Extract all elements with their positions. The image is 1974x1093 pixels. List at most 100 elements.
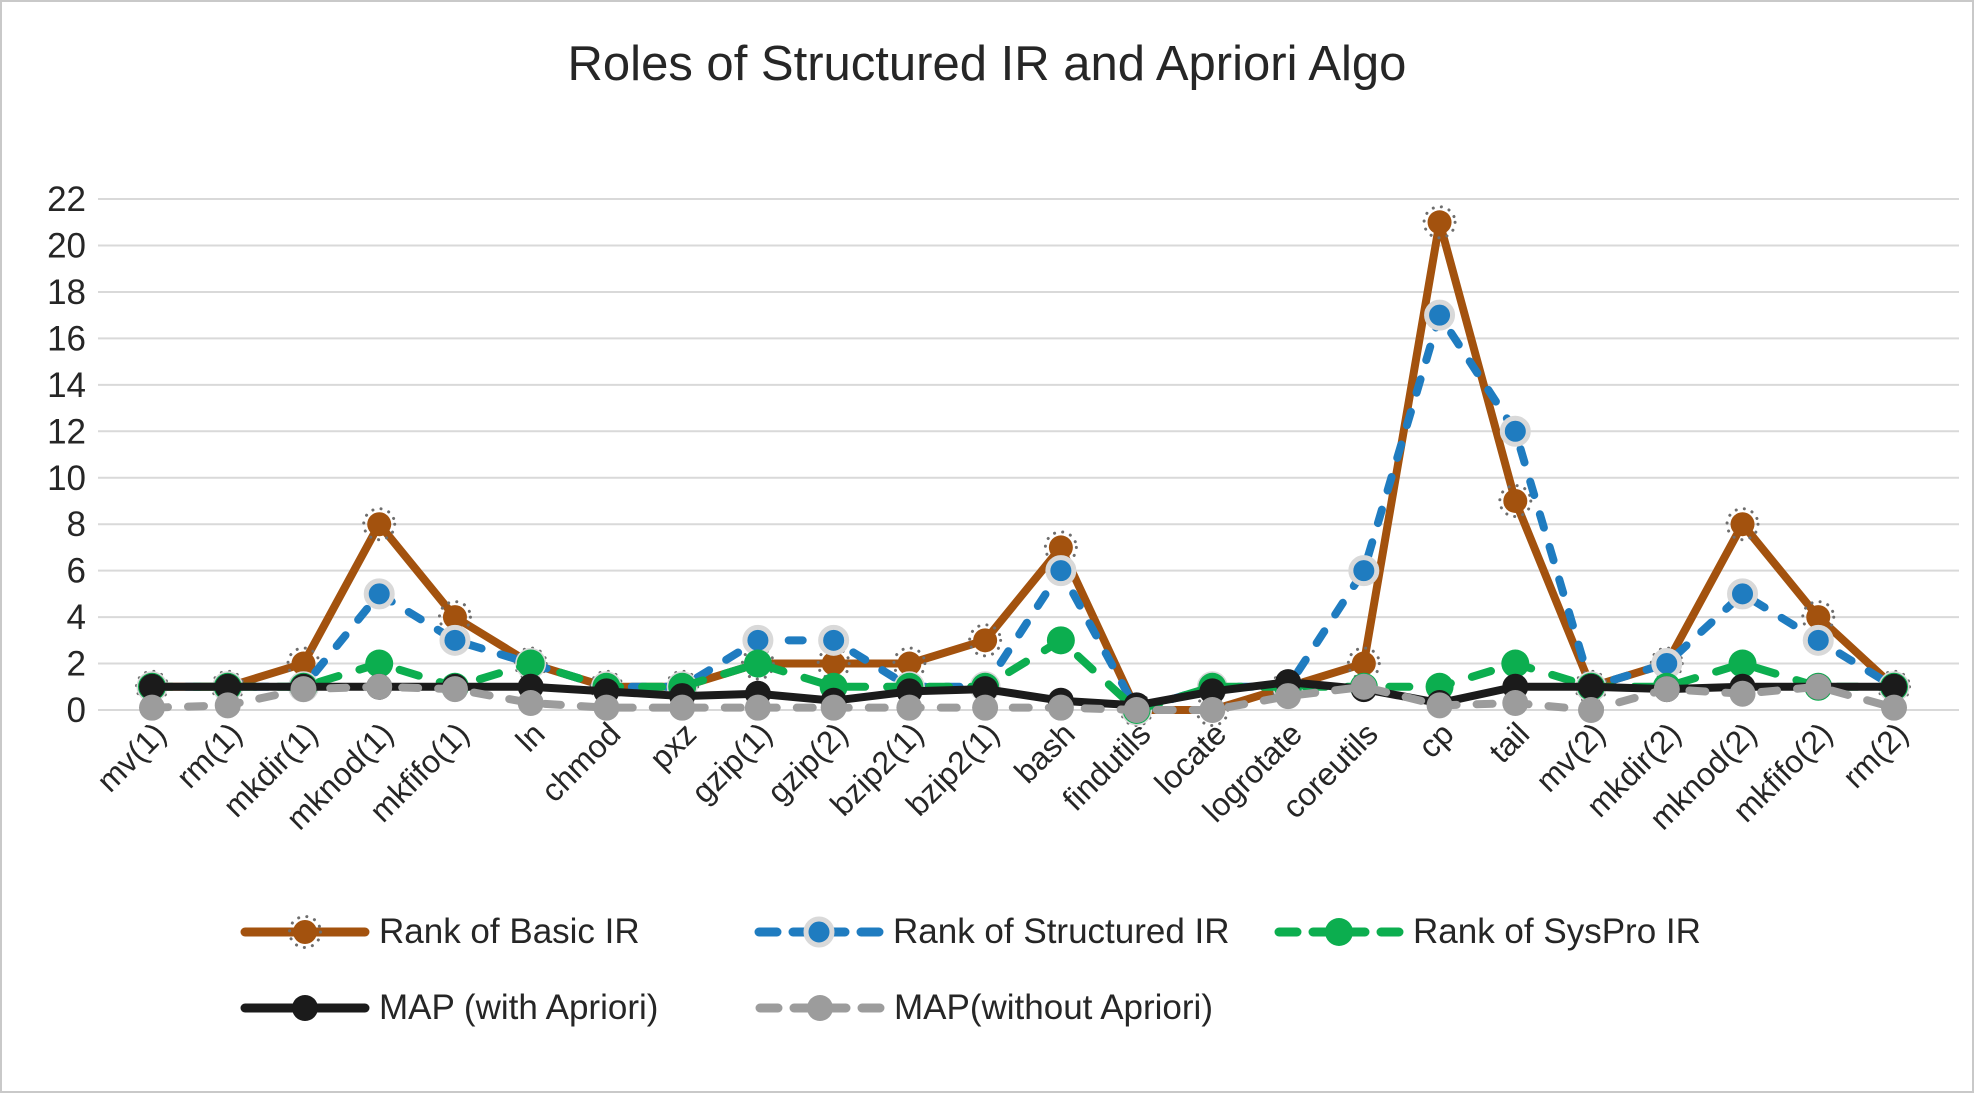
legend-item-rank-of-syspro-ir: Rank of SysPro IR xyxy=(1274,910,1701,954)
data-point-marker-dots xyxy=(1498,483,1533,518)
y-tick-label: 10 xyxy=(47,459,86,498)
series-line xyxy=(148,218,1898,714)
data-point-marker xyxy=(214,692,241,719)
data-point-marker xyxy=(517,690,544,717)
y-axis-labels: 0 2 4 6 8 10 12 14 16 18 20 22 xyxy=(47,180,86,730)
data-point-marker xyxy=(803,916,835,948)
series-map-without-apriori xyxy=(139,673,1907,723)
data-point-marker xyxy=(1501,649,1530,678)
y-tick-label: 0 xyxy=(67,691,86,730)
series-line xyxy=(148,311,1898,714)
data-point-marker xyxy=(1426,692,1453,719)
data-point-marker xyxy=(1730,512,1755,537)
x-tick-label: ln xyxy=(509,715,552,758)
chart-title: Roles of Structured IR and Apriori Algo xyxy=(567,37,1407,91)
data-point-marker xyxy=(973,628,998,653)
data-point-marker xyxy=(292,995,318,1021)
data-point-marker xyxy=(1729,680,1756,707)
legend-label-basic-ir: Rank of Basic IR xyxy=(379,912,640,951)
data-point-marker xyxy=(1199,697,1226,723)
data-point-marker xyxy=(1199,678,1226,705)
data-point-marker xyxy=(1045,555,1077,587)
y-tick-label: 20 xyxy=(47,227,86,266)
y-tick-label: 16 xyxy=(47,319,86,358)
data-point-marker xyxy=(1578,697,1605,723)
data-point-marker xyxy=(367,512,392,537)
legend-swatch-syspro-ir-icon xyxy=(1274,918,1404,946)
x-tick-label: pxz xyxy=(642,715,703,776)
legend-label-map-without-apriori: MAP(without Apriori) xyxy=(894,988,1213,1027)
data-point-marker xyxy=(820,694,847,721)
data-point-marker xyxy=(1046,626,1075,655)
data-point-marker xyxy=(744,694,771,721)
y-tick-label: 18 xyxy=(47,273,86,312)
data-point-marker-dots xyxy=(968,623,1003,658)
data-point-marker xyxy=(1881,673,1907,700)
data-point-marker xyxy=(742,624,774,656)
y-tick-label: 14 xyxy=(47,366,86,405)
legend-swatch-basic-ir-icon xyxy=(240,915,370,949)
legend-item-rank-of-basic-ir: Rank of Basic IR xyxy=(240,910,640,954)
x-tick-label: cp xyxy=(1411,715,1460,764)
data-point-marker xyxy=(1424,299,1456,331)
data-point-marker-dots xyxy=(362,507,397,542)
x-axis-labels: mv(1)rm(1)mkdir(1)mknod(1)mkfifo(1) lnchm… xyxy=(90,715,1915,836)
series-rank-of-basic-ir xyxy=(135,205,1911,727)
data-point-marker xyxy=(293,920,317,944)
data-point-marker xyxy=(818,624,850,656)
data-point-marker xyxy=(593,694,620,721)
legend-item-rank-of-structured-ir: Rank of Structured IR xyxy=(754,910,1230,954)
legend-swatch-map-without-apriori-icon xyxy=(755,995,885,1021)
data-point-marker xyxy=(139,694,165,721)
data-point-marker xyxy=(291,651,316,676)
x-tick-label: gzip(1) xyxy=(684,715,779,810)
data-point-marker xyxy=(516,649,545,678)
data-point-marker xyxy=(972,676,999,703)
data-point-marker xyxy=(1275,683,1302,710)
data-point-marker xyxy=(1047,694,1074,721)
data-point-marker xyxy=(1427,210,1452,235)
data-point-marker xyxy=(1350,673,1377,700)
data-point-marker xyxy=(363,578,395,610)
data-point-marker xyxy=(1348,555,1380,587)
data-point-marker xyxy=(1123,697,1150,723)
data-point-marker xyxy=(366,673,393,700)
y-tick-label: 8 xyxy=(67,505,86,544)
data-point-marker xyxy=(1881,694,1907,721)
x-tick-label: tail xyxy=(1482,715,1536,769)
x-tick-label: mv(1) xyxy=(90,715,173,798)
legend-item-map-without-apriori: MAP(without Apriori) xyxy=(755,986,1213,1030)
data-point-marker xyxy=(897,651,922,676)
data-point-marker xyxy=(1499,415,1531,447)
legend-swatch-structured-ir-icon xyxy=(754,916,884,948)
data-point-marker-dots xyxy=(740,646,775,681)
data-point-marker xyxy=(743,649,772,678)
y-tick-label: 22 xyxy=(47,180,86,219)
data-point-marker xyxy=(1805,673,1832,700)
data-point-marker xyxy=(139,673,165,700)
data-point-marker xyxy=(1578,673,1605,700)
data-point-marker-dots xyxy=(1725,507,1760,542)
data-point-marker xyxy=(1502,690,1529,717)
data-point-marker xyxy=(1728,649,1757,678)
data-point-marker xyxy=(669,694,696,721)
data-point-marker xyxy=(441,676,468,703)
legend-label-syspro-ir: Rank of SysPro IR xyxy=(1413,912,1701,951)
y-tick-label: 6 xyxy=(67,552,86,591)
data-point-marker xyxy=(807,995,833,1021)
x-tick-label: chmod xyxy=(534,715,627,808)
data-point-marker xyxy=(1651,648,1683,680)
legend-label-map-with-apriori: MAP (with Apriori) xyxy=(379,988,659,1027)
data-point-marker xyxy=(1806,605,1831,630)
data-point-marker xyxy=(365,649,394,678)
data-point-marker xyxy=(1653,676,1680,703)
data-point-marker xyxy=(821,651,846,676)
data-point-marker-dots xyxy=(288,915,322,949)
data-point-marker xyxy=(972,694,999,721)
data-point-marker xyxy=(290,676,317,703)
x-tick-label: rm(2) xyxy=(1835,715,1914,794)
y-tick-label: 4 xyxy=(67,598,86,637)
data-point-marker xyxy=(442,605,467,630)
